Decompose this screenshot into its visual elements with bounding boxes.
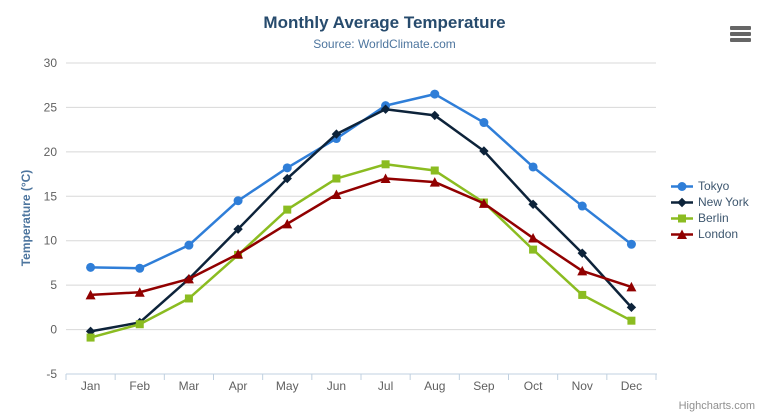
- legend-item-london[interactable]: London: [671, 227, 749, 241]
- legend-label: Tokyo: [698, 179, 730, 193]
- credits-link[interactable]: Highcharts.com: [678, 400, 755, 412]
- data-point[interactable]: [134, 287, 145, 297]
- data-point[interactable]: [430, 110, 440, 121]
- data-point[interactable]: [429, 177, 440, 187]
- data-point[interactable]: [479, 118, 489, 128]
- data-point[interactable]: [577, 201, 587, 211]
- series-line: [89, 92, 633, 270]
- data-point[interactable]: [430, 89, 440, 99]
- series-tokyo: [86, 89, 636, 273]
- y-tick-label: 0: [50, 323, 57, 337]
- legend-item-tokyo[interactable]: Tokyo: [671, 179, 749, 193]
- legend-label: Berlin: [698, 211, 729, 225]
- x-tick-label: Oct: [524, 379, 543, 393]
- data-point[interactable]: [528, 233, 539, 243]
- data-point[interactable]: [627, 316, 636, 325]
- legend: Tokyo New York Berlin London: [671, 179, 749, 241]
- hamburger-icon: [730, 38, 751, 42]
- data-point[interactable]: [85, 289, 96, 300]
- data-point[interactable]: [331, 189, 342, 200]
- export-menu-button[interactable]: [728, 24, 753, 44]
- data-point[interactable]: [233, 249, 244, 259]
- x-tick-label: Nov: [572, 379, 593, 393]
- data-point[interactable]: [528, 199, 538, 209]
- y-tick-label: 30: [44, 56, 58, 70]
- series-new-york: [85, 104, 637, 337]
- data-point[interactable]: [478, 198, 489, 208]
- legend-marker-diamond-icon: [671, 197, 693, 207]
- legend-item-berlin[interactable]: Berlin: [671, 211, 749, 225]
- legend-label: New York: [698, 195, 749, 209]
- series-line: [89, 107, 633, 333]
- data-point[interactable]: [283, 205, 292, 214]
- gridlines: [66, 62, 656, 331]
- data-point[interactable]: [135, 263, 145, 273]
- legend-item-new-york[interactable]: New York: [671, 195, 749, 209]
- y-tick-label: 25: [44, 100, 58, 114]
- y-tick-label: -5: [46, 367, 57, 381]
- legend-marker-triangle-icon: [671, 229, 693, 239]
- y-tick-label: 5: [50, 278, 57, 292]
- data-point[interactable]: [282, 173, 292, 184]
- data-point[interactable]: [233, 196, 243, 206]
- x-tick-label: May: [276, 379, 299, 393]
- data-point[interactable]: [479, 146, 489, 156]
- y-tick-label: 10: [44, 234, 58, 248]
- x-axis-labels: Jan Feb Mar Apr May Jun Jul Aug Sep Oct Nov Dec: [81, 379, 642, 393]
- x-tick-label: Apr: [229, 379, 248, 393]
- hamburger-icon: [730, 26, 751, 30]
- y-tick-label: 20: [44, 145, 58, 159]
- data-point[interactable]: [282, 218, 293, 229]
- hamburger-icon: [730, 32, 751, 36]
- series-line: [89, 163, 633, 339]
- data-point[interactable]: [184, 240, 194, 250]
- x-tick-label: Mar: [179, 379, 200, 393]
- data-point[interactable]: [529, 245, 538, 254]
- data-point[interactable]: [430, 166, 439, 175]
- x-tick-label: Aug: [424, 379, 445, 393]
- x-tick-label: Sep: [473, 379, 495, 393]
- data-point[interactable]: [577, 248, 587, 258]
- data-point[interactable]: [380, 104, 391, 114]
- data-point[interactable]: [233, 224, 243, 234]
- data-point[interactable]: [626, 239, 636, 249]
- data-point[interactable]: [381, 160, 390, 169]
- data-point[interactable]: [86, 333, 95, 342]
- data-point: [678, 214, 686, 222]
- data-point[interactable]: [332, 174, 341, 183]
- chart-title: Monthly Average Temperature: [263, 13, 506, 32]
- data-point[interactable]: [578, 290, 587, 299]
- legend-marker-circle-icon: [671, 181, 693, 191]
- data-point: [677, 229, 687, 239]
- data-point: [677, 181, 687, 191]
- data-point[interactable]: [331, 129, 342, 139]
- data-point: [677, 197, 687, 207]
- data-point[interactable]: [184, 294, 193, 303]
- series-line: [89, 177, 633, 297]
- data-point[interactable]: [135, 320, 144, 329]
- x-tick-label: Jul: [378, 379, 393, 393]
- legend-marker-square-icon: [671, 214, 693, 222]
- y-axis-labels: -5 0 5 10 15 20 25 30: [44, 56, 58, 381]
- x-tick-label: Feb: [129, 379, 150, 393]
- x-tick-label: Jan: [81, 379, 100, 393]
- series-london: [85, 173, 637, 300]
- data-point[interactable]: [528, 162, 538, 172]
- x-tick-label: Dec: [621, 379, 642, 393]
- data-point[interactable]: [626, 302, 637, 313]
- data-point[interactable]: [183, 273, 194, 284]
- chart-subtitle: Source: WorldClimate.com: [313, 37, 456, 51]
- x-axis: [65, 373, 657, 380]
- data-point[interactable]: [626, 281, 637, 292]
- data-point[interactable]: [577, 265, 588, 276]
- y-tick-label: 15: [44, 189, 58, 203]
- x-tick-label: Jun: [327, 379, 346, 393]
- data-point[interactable]: [86, 262, 96, 272]
- data-point[interactable]: [282, 163, 292, 173]
- data-point[interactable]: [380, 173, 391, 184]
- legend-label: London: [698, 227, 739, 241]
